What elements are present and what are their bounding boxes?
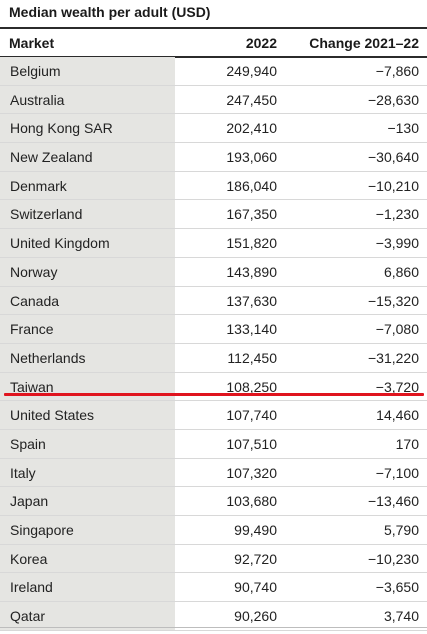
cell-change: −13,460 — [368, 493, 419, 510]
cell-change: −3,720 — [375, 378, 419, 395]
cell-2022: 151,820 — [226, 235, 277, 252]
table-header: Market 2022 Change 2021–22 — [0, 27, 427, 58]
cell-market: Spain — [0, 429, 175, 458]
cell-change: −30,640 — [368, 149, 419, 166]
cell-market: United Kingdom — [0, 229, 175, 257]
cell-market: Netherlands — [0, 343, 175, 372]
cell-2022: 90,260 — [234, 608, 277, 625]
cell-change: −7,080 — [375, 321, 419, 338]
cell-2022: 103,680 — [226, 493, 277, 510]
table-row: Belgium 249,940 −7,860 — [0, 57, 427, 86]
cell-market: Ireland — [0, 573, 175, 602]
table-row: Ireland 90,740 −3,650 — [0, 573, 427, 603]
cell-change: −10,210 — [368, 177, 419, 194]
cell-market: France — [0, 315, 175, 343]
cell-market: Japan — [0, 487, 175, 515]
table-row: Spain 107,510 170 — [0, 429, 427, 459]
cell-change: −10,230 — [368, 550, 419, 567]
table-row: United States 107,740 14,460 — [0, 401, 427, 430]
cell-market: Hong Kong SAR — [0, 114, 175, 143]
cell-market: Italy — [0, 458, 175, 487]
cell-2022: 90,740 — [234, 579, 277, 596]
header-2022: 2022 — [245, 35, 277, 51]
bottom-rule — [0, 627, 427, 628]
cell-2022: 107,510 — [226, 435, 277, 452]
cell-market: Qatar — [0, 602, 175, 630]
cell-change: −28,630 — [368, 91, 419, 108]
cell-market: Belgium — [0, 57, 175, 85]
table-row: New Zealand 193,060 −30,640 — [0, 143, 427, 172]
cell-2022: 193,060 — [226, 149, 277, 166]
table-row: France 133,140 −7,080 — [0, 315, 427, 344]
cell-change: 3,740 — [383, 608, 419, 625]
cell-market: Switzerland — [0, 200, 175, 229]
cell-change: −7,860 — [375, 63, 419, 79]
cell-change: −130 — [387, 120, 419, 137]
cell-change: −31,220 — [368, 349, 419, 366]
cell-2022: 107,320 — [226, 464, 277, 481]
header-market: Market — [9, 35, 55, 51]
cell-market: Canada — [0, 286, 175, 315]
table-row: Australia 247,450 −28,630 — [0, 85, 427, 115]
cell-change: −7,100 — [375, 464, 419, 481]
table-row: Italy 107,320 −7,100 — [0, 458, 427, 488]
table-row: Denmark 186,040 −10,210 — [0, 171, 427, 201]
cell-market: United States — [0, 401, 175, 429]
table-row: Canada 137,630 −15,320 — [0, 286, 427, 316]
cell-market: Taiwan — [0, 372, 175, 401]
cell-2022: 107,740 — [226, 407, 277, 424]
cell-2022: 133,140 — [226, 321, 277, 338]
cell-2022: 108,250 — [226, 378, 277, 395]
table-title: Median wealth per adult (USD) — [9, 4, 211, 20]
table-row: Korea 92,720 −10,230 — [0, 544, 427, 574]
cell-2022: 249,940 — [226, 63, 277, 79]
table-row: United Kingdom 151,820 −3,990 — [0, 229, 427, 258]
cell-change: −3,990 — [375, 235, 419, 252]
cell-change: −15,320 — [368, 292, 419, 309]
cell-market: Denmark — [0, 171, 175, 200]
table-row: Norway 143,890 6,860 — [0, 257, 427, 287]
cell-2022: 167,350 — [226, 206, 277, 223]
cell-change: 5,790 — [383, 522, 419, 538]
cell-change: 14,460 — [376, 407, 419, 424]
cell-market: New Zealand — [0, 143, 175, 171]
table-row: Switzerland 167,350 −1,230 — [0, 200, 427, 230]
cell-2022: 186,040 — [226, 177, 277, 194]
header-change: Change 2021–22 — [309, 35, 419, 51]
cell-market: Norway — [0, 257, 175, 286]
table-body: Belgium 249,940 −7,860 Australia 247,450 −28,… — [0, 57, 427, 631]
cell-change: 6,860 — [383, 263, 419, 280]
table-row: Taiwan 108,250 −3,720 — [0, 372, 427, 402]
cell-change: 170 — [395, 435, 419, 452]
table-row: Singapore 99,490 5,790 — [0, 516, 427, 545]
cell-change: −1,230 — [375, 206, 419, 223]
cell-2022: 92,720 — [234, 550, 277, 567]
cell-2022: 112,450 — [227, 349, 277, 366]
cell-market: Korea — [0, 544, 175, 573]
table-row: Qatar 90,260 3,740 — [0, 602, 427, 631]
cell-market: Singapore — [0, 516, 175, 544]
cell-2022: 247,450 — [226, 91, 277, 108]
table-row: Japan 103,680 −13,460 — [0, 487, 427, 516]
cell-2022: 137,630 — [226, 292, 277, 309]
table-row: Hong Kong SAR 202,410 −130 — [0, 114, 427, 144]
cell-2022: 99,490 — [234, 522, 277, 538]
cell-change: −3,650 — [375, 579, 419, 596]
taiwan-highlight-line — [4, 393, 424, 396]
cell-market: Australia — [0, 85, 175, 114]
table-row: Netherlands 112,450 −31,220 — [0, 343, 427, 373]
cell-2022: 143,890 — [226, 263, 277, 280]
cell-2022: 202,410 — [226, 120, 277, 137]
